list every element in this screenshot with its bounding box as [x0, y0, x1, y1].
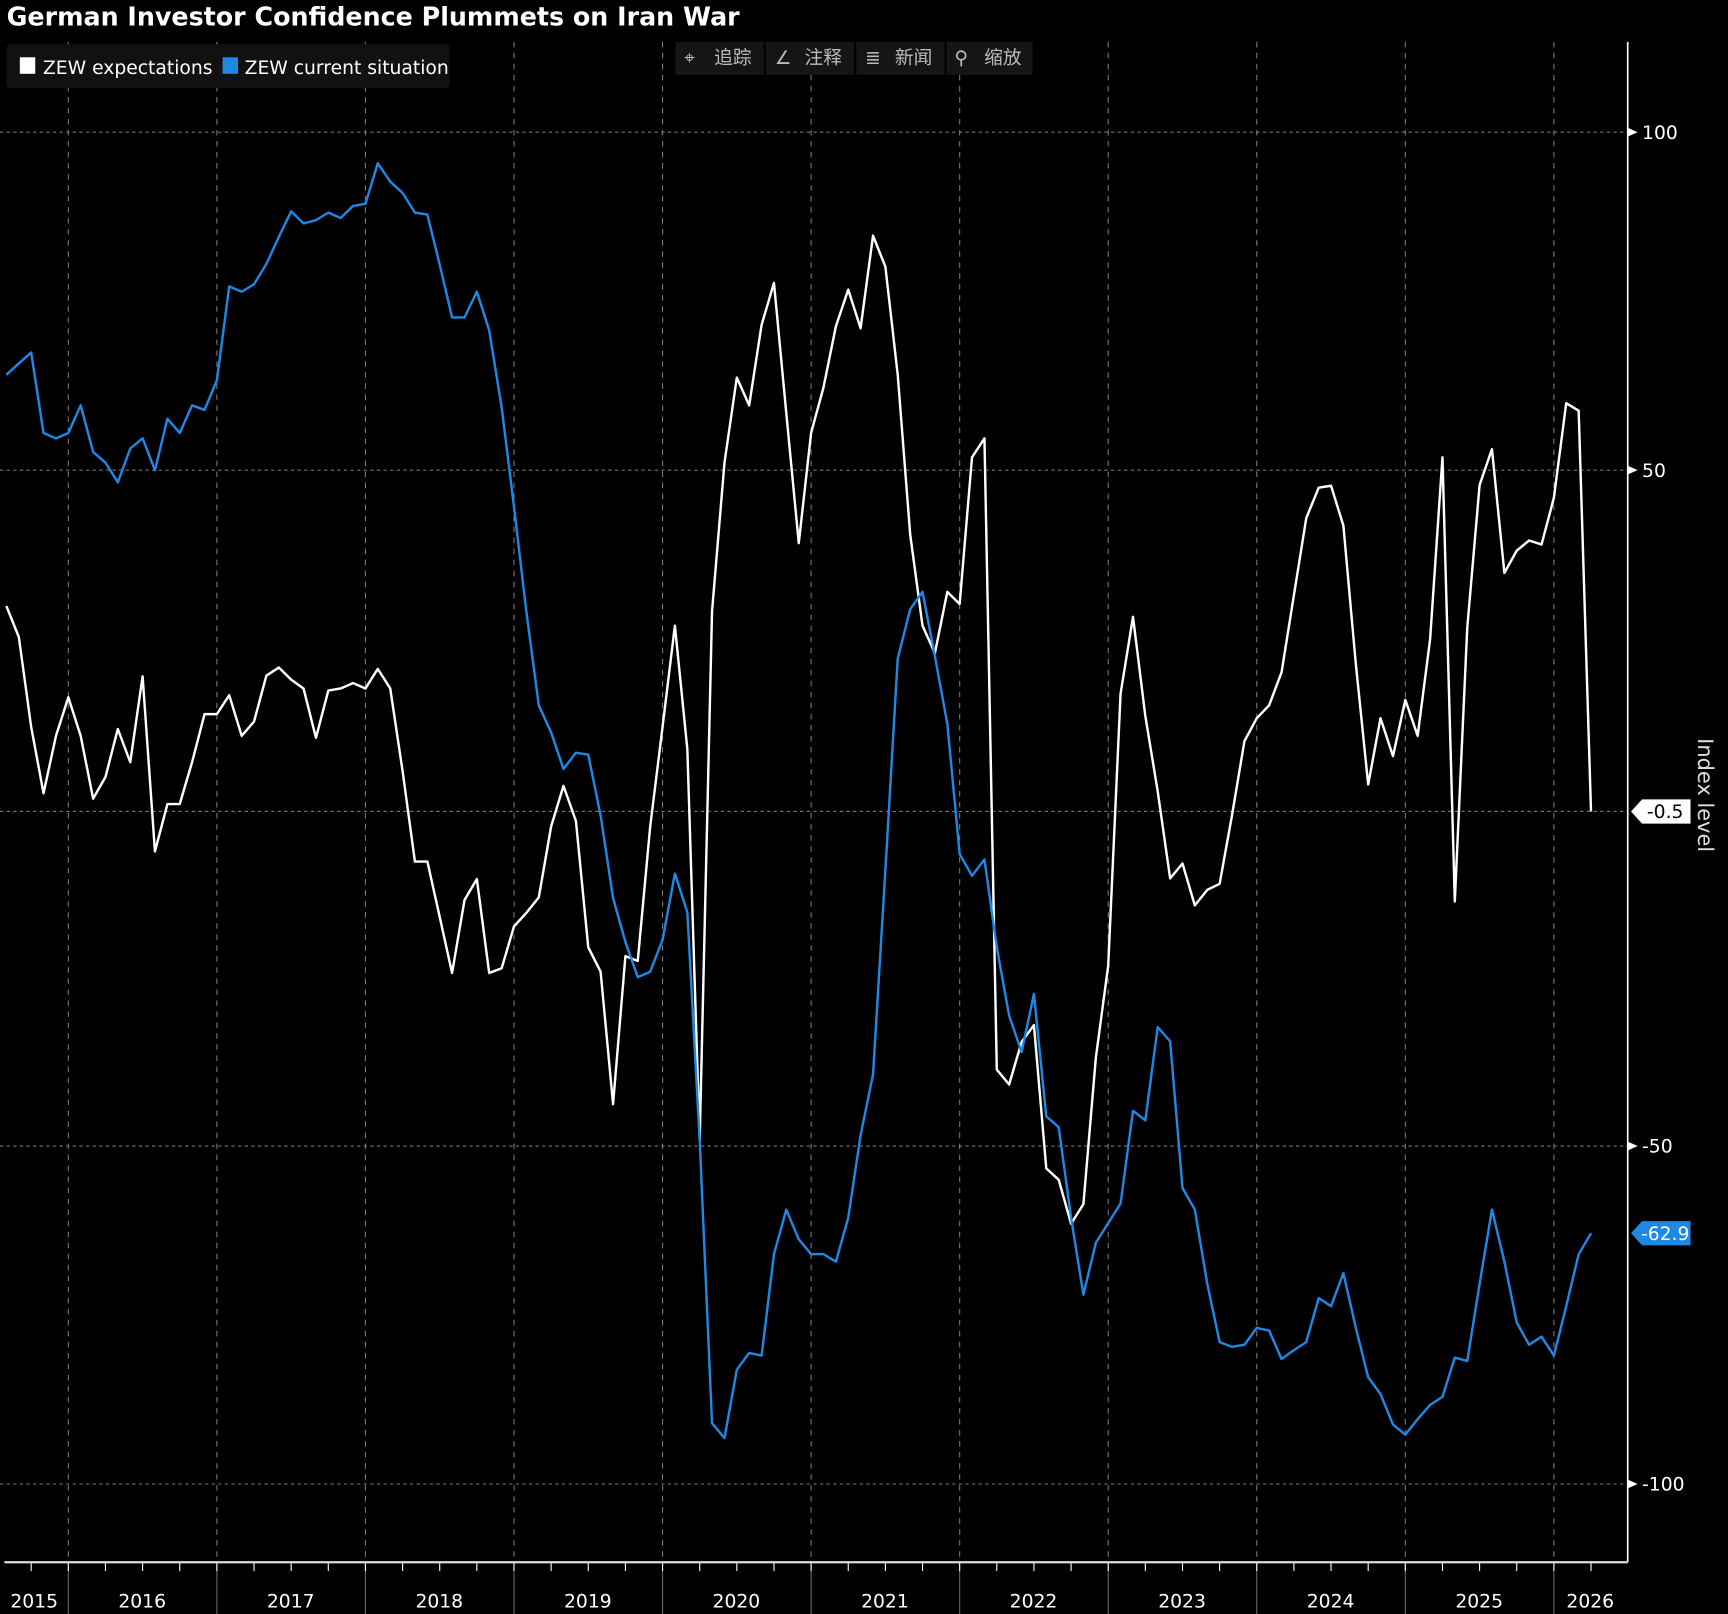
chart-title: German Investor Confidence Plummets on I…	[7, 1, 741, 31]
annotate-label: 注释	[804, 48, 842, 69]
track-label: 追踪	[714, 48, 752, 69]
last-value-badge-expectations: -0.5	[1631, 799, 1691, 824]
legend-label-expectations: ZEW expectations	[43, 58, 213, 79]
y-tick-label: -50	[1642, 1137, 1673, 1158]
zoom-button[interactable]: ⚲ 缩放	[946, 41, 1033, 75]
news-icon: ≣	[865, 48, 881, 69]
x-tick-label: 2016	[118, 1591, 166, 1612]
news-label: 新闻	[895, 48, 932, 69]
x-tick-label: 2019	[564, 1591, 612, 1612]
x-tick-label: 2024	[1307, 1591, 1355, 1612]
last-value-badge-current: -62.9	[1631, 1221, 1691, 1246]
x-tick-label: 2022	[1010, 1591, 1058, 1612]
x-tick-label: 2026	[1566, 1591, 1614, 1612]
x-tick-label: 2023	[1158, 1591, 1206, 1612]
magnifier-icon: ⚲	[954, 48, 968, 69]
badge-value: -62.9	[1641, 1224, 1689, 1245]
x-tick-label: 2017	[267, 1591, 315, 1612]
badge-shape	[1631, 799, 1691, 824]
series-line-expectations	[5, 234, 1593, 1225]
zoom-label: 缩放	[984, 48, 1022, 69]
annotate-button[interactable]: ∠ 注释	[765, 41, 855, 75]
crosshair-icon: ⌖	[684, 48, 695, 69]
y-tick-label: 100	[1642, 123, 1678, 144]
y-tick-label: -100	[1642, 1475, 1684, 1496]
y-axis-label: Index level	[1693, 738, 1717, 852]
y-tick-mark	[1627, 1479, 1638, 1489]
y-tick-mark	[1627, 1141, 1638, 1151]
toolbar: ⌖ 追踪 ∠ 注释 ≣ 新闻 ⚲ 缩放	[675, 41, 1033, 75]
badge-value: -0.5	[1647, 802, 1684, 823]
legend-swatch-expectations	[19, 57, 36, 74]
x-tick-label: 2020	[713, 1591, 761, 1612]
x-tick-label: 2015	[10, 1591, 58, 1612]
axes: 100 50 -50 -100 2015 2016 2017 2018 2019 2020 2021…	[4, 41, 1691, 1614]
legend: ZEW expectations ZEW current situation	[6, 44, 450, 89]
news-button[interactable]: ≣ 新闻	[856, 41, 945, 75]
legend-label-current: ZEW current situation	[245, 58, 449, 79]
legend-swatch-current	[222, 57, 239, 74]
y-tick-mark	[1627, 465, 1638, 475]
series-line-current-situation	[5, 162, 1593, 1440]
badge-shape	[1631, 1221, 1691, 1246]
x-tick-label: 2025	[1455, 1591, 1503, 1612]
pencil-icon: ∠	[775, 48, 792, 69]
y-tick-label: 50	[1642, 461, 1666, 482]
y-tick-mark	[1627, 127, 1638, 137]
x-tick-label: 2021	[861, 1591, 909, 1612]
grid	[0, 41, 1628, 1563]
track-button[interactable]: ⌖ 追踪	[675, 41, 764, 75]
x-tick-label: 2018	[415, 1591, 463, 1612]
series-group	[5, 162, 1593, 1440]
